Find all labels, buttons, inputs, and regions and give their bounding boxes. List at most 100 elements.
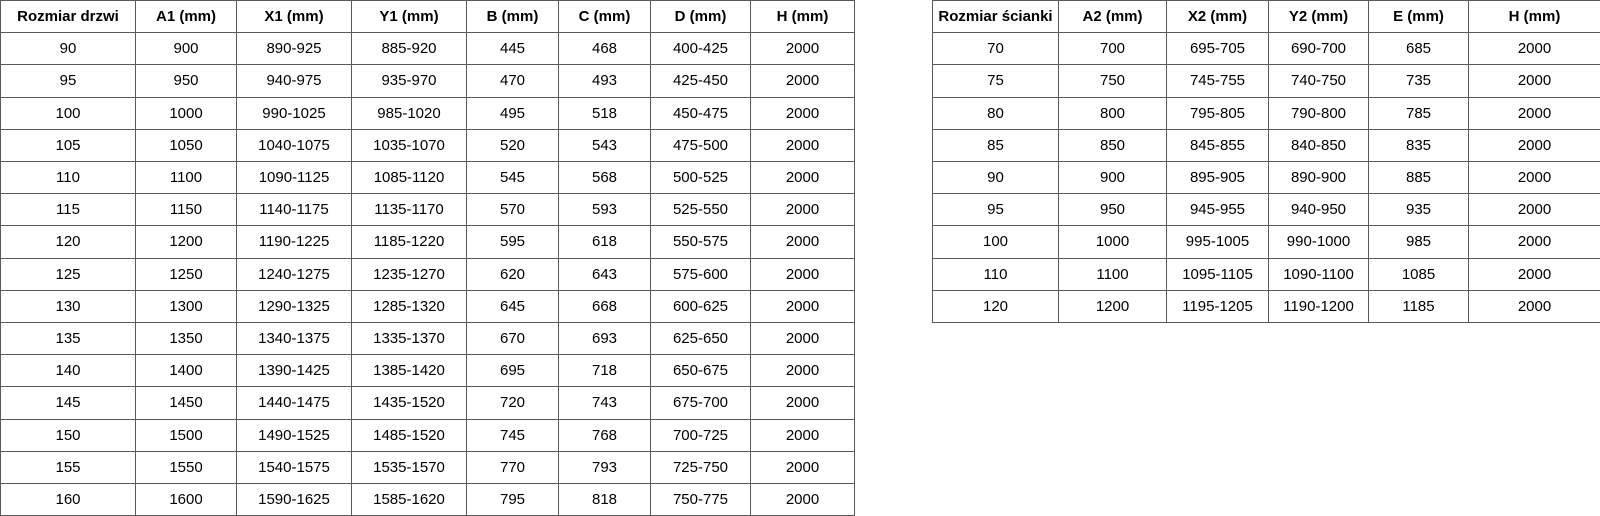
walls-cell: 2000 xyxy=(1469,97,1600,129)
doors-cell: 130 xyxy=(1,290,136,322)
doors-cell: 745 xyxy=(467,419,559,451)
walls-cell: 995-1005 xyxy=(1167,226,1269,258)
walls-cell: 845-855 xyxy=(1167,129,1269,161)
doors-cell: 2000 xyxy=(751,194,855,226)
doors-cell: 900 xyxy=(136,33,237,65)
doors-cell: 700-725 xyxy=(651,419,751,451)
walls-cell: 2000 xyxy=(1469,258,1600,290)
doors-cell: 890-925 xyxy=(237,33,352,65)
doors-cell: 650-675 xyxy=(651,355,751,387)
doors-cell: 985-1020 xyxy=(352,97,467,129)
doors-cell: 1350 xyxy=(136,323,237,355)
doors-cell: 1250 xyxy=(136,258,237,290)
doors-cell: 1385-1420 xyxy=(352,355,467,387)
doors-cell: 795 xyxy=(467,484,559,516)
doors-cell: 468 xyxy=(559,33,651,65)
doors-cell: 550-575 xyxy=(651,226,751,258)
walls-cell: 785 xyxy=(1369,97,1469,129)
walls-cell: 70 xyxy=(933,33,1059,65)
doors-cell: 620 xyxy=(467,258,559,290)
doors-cell: 1450 xyxy=(136,387,237,419)
walls-cell: 2000 xyxy=(1469,290,1600,322)
doors-cell: 618 xyxy=(559,226,651,258)
walls-column-header: Y2 (mm) xyxy=(1269,1,1369,33)
walls-cell: 795-805 xyxy=(1167,97,1269,129)
walls-cell: 1000 xyxy=(1059,226,1167,258)
walls-cell: 2000 xyxy=(1469,65,1600,97)
doors-cell: 793 xyxy=(559,451,651,483)
doors-cell: 643 xyxy=(559,258,651,290)
doors-cell: 1085-1120 xyxy=(352,162,467,194)
doors-cell: 1540-1575 xyxy=(237,451,352,483)
doors-cell: 2000 xyxy=(751,290,855,322)
doors-cell: 1000 xyxy=(136,97,237,129)
doors-cell: 2000 xyxy=(751,387,855,419)
walls-cell: 945-955 xyxy=(1167,194,1269,226)
doors-cell: 2000 xyxy=(751,258,855,290)
doors-cell: 568 xyxy=(559,162,651,194)
doors-cell: 570 xyxy=(467,194,559,226)
doors-cell: 770 xyxy=(467,451,559,483)
walls-cell: 2000 xyxy=(1469,194,1600,226)
doors-column-header: C (mm) xyxy=(559,1,651,33)
doors-cell: 600-625 xyxy=(651,290,751,322)
walls-cell: 835 xyxy=(1369,129,1469,161)
doors-cell: 475-500 xyxy=(651,129,751,161)
doors-cell: 115 xyxy=(1,194,136,226)
walls-cell: 940-950 xyxy=(1269,194,1369,226)
doors-cell: 1190-1225 xyxy=(237,226,352,258)
doors-cell: 1235-1270 xyxy=(352,258,467,290)
walls-cell: 2000 xyxy=(1469,129,1600,161)
walls-cell: 735 xyxy=(1369,65,1469,97)
walls-cell: 885 xyxy=(1369,162,1469,194)
walls-column-header: Rozmiar ścianki xyxy=(933,1,1059,33)
walls-cell: 90 xyxy=(933,162,1059,194)
doors-cell: 2000 xyxy=(751,129,855,161)
walls-cell: 2000 xyxy=(1469,226,1600,258)
doors-cell: 2000 xyxy=(751,451,855,483)
doors-cell: 818 xyxy=(559,484,651,516)
walls-cell: 85 xyxy=(933,129,1059,161)
doors-cell: 2000 xyxy=(751,65,855,97)
doors-cell: 1500 xyxy=(136,419,237,451)
walls-cell: 1085 xyxy=(1369,258,1469,290)
walls-cell: 890-900 xyxy=(1269,162,1369,194)
walls-cell: 695-705 xyxy=(1167,33,1269,65)
doors-cell: 593 xyxy=(559,194,651,226)
walls-cell: 700 xyxy=(1059,33,1167,65)
doors-cell: 1135-1170 xyxy=(352,194,467,226)
doors-cell: 1335-1370 xyxy=(352,323,467,355)
walls-column-header: X2 (mm) xyxy=(1167,1,1269,33)
walls-cell: 750 xyxy=(1059,65,1167,97)
doors-cell: 110 xyxy=(1,162,136,194)
doors-cell: 120 xyxy=(1,226,136,258)
doors-cell: 525-550 xyxy=(651,194,751,226)
doors-cell: 545 xyxy=(467,162,559,194)
doors-cell: 695 xyxy=(467,355,559,387)
walls-cell: 1195-1205 xyxy=(1167,290,1269,322)
doors-cell: 2000 xyxy=(751,226,855,258)
doors-column-header: Rozmiar drzwi xyxy=(1,1,136,33)
doors-cell: 2000 xyxy=(751,419,855,451)
doors-cell: 150 xyxy=(1,419,136,451)
doors-cell: 543 xyxy=(559,129,651,161)
walls-cell: 100 xyxy=(933,226,1059,258)
doors-cell: 668 xyxy=(559,290,651,322)
doors-cell: 2000 xyxy=(751,162,855,194)
doors-cell: 100 xyxy=(1,97,136,129)
doors-cell: 493 xyxy=(559,65,651,97)
